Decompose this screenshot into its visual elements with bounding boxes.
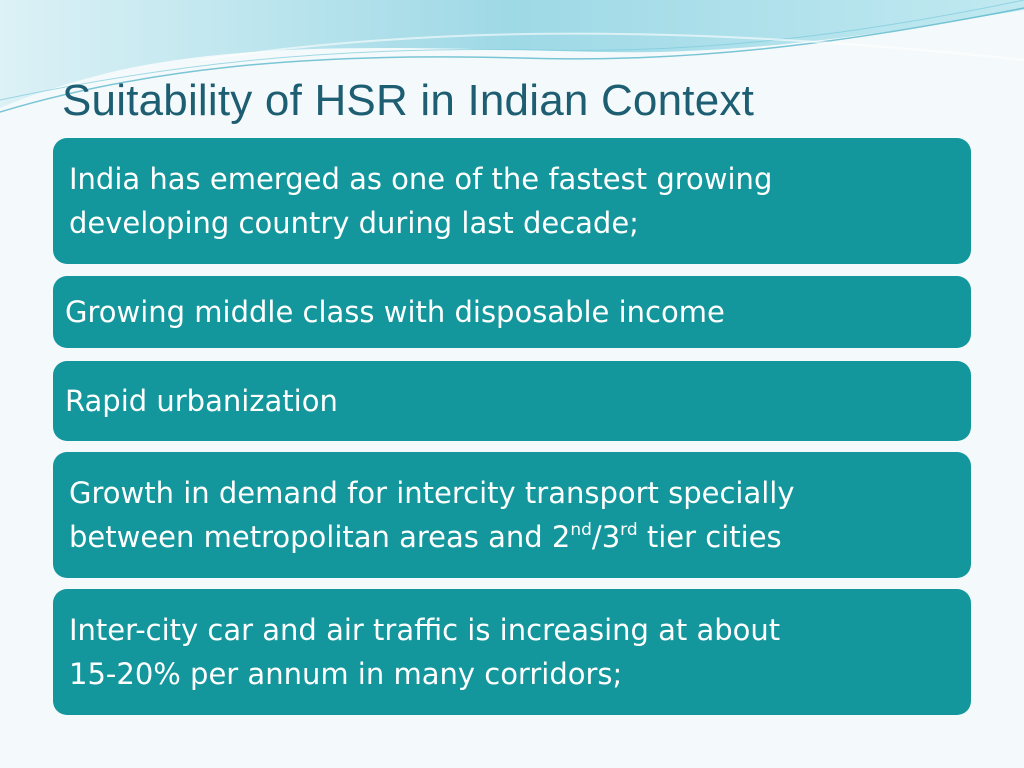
box-line: 15-20% per annum in many corridors; bbox=[69, 652, 780, 696]
text-segment: /3 bbox=[592, 520, 620, 554]
box-line: developing country during last decade; bbox=[69, 201, 772, 245]
box-line: Rapid urbanization bbox=[65, 379, 338, 423]
box-line: Growing middle class with disposable inc… bbox=[65, 290, 725, 334]
slide-title: Suitability of HSR in Indian Context bbox=[62, 76, 754, 126]
text-segment: tier cities bbox=[638, 520, 782, 554]
bullet-box-middle-class: Growing middle class with disposable inc… bbox=[53, 276, 971, 348]
bullet-box-economy: India has emerged as one of the fastest … bbox=[53, 138, 971, 264]
bullet-box-urbanization: Rapid urbanization bbox=[53, 361, 971, 441]
superscript-rd: rd bbox=[620, 520, 637, 540]
text-segment: between metropolitan areas and 2 bbox=[69, 520, 570, 554]
bullet-box-traffic-growth: Inter-city car and air traffic is increa… bbox=[53, 589, 971, 715]
box-line: Growth in demand for intercity transport… bbox=[69, 471, 795, 515]
bullet-box-intercity-demand: Growth in demand for intercity transport… bbox=[53, 452, 971, 578]
superscript-nd: nd bbox=[570, 520, 592, 540]
box-line: India has emerged as one of the fastest … bbox=[69, 157, 772, 201]
box-line-with-superscripts: between metropolitan areas and 2nd/3rd t… bbox=[69, 515, 795, 559]
box-line: Inter-city car and air traffic is increa… bbox=[69, 608, 780, 652]
